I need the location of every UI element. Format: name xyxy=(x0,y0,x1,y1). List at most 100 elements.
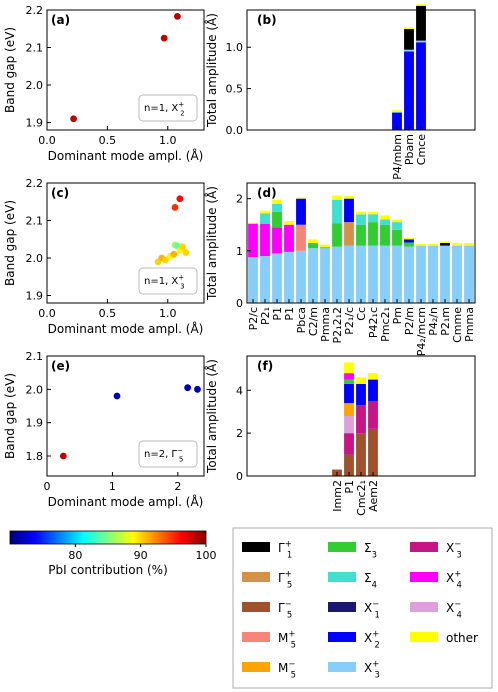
bar-axes xyxy=(246,355,476,477)
bar-segment xyxy=(248,222,258,224)
bar-segment xyxy=(392,112,402,130)
y-tick-label: 2 xyxy=(236,193,243,206)
bar-segment xyxy=(296,250,306,303)
bar-segment xyxy=(344,416,354,434)
scatter-axes xyxy=(46,182,205,304)
x-tick-label: P2/m xyxy=(403,307,416,335)
scatter-point xyxy=(176,195,184,203)
bar-segment xyxy=(308,239,318,243)
x-tick-label: Cmc2₁ xyxy=(355,480,368,516)
legend-swatch xyxy=(242,542,270,552)
bar-segment xyxy=(308,248,318,303)
bar-axes xyxy=(246,182,476,304)
bar-segment xyxy=(332,223,342,247)
x-tick-label: 0.5 xyxy=(99,307,117,320)
y-tick-label: 2.0 xyxy=(26,252,44,265)
bar-segment xyxy=(416,245,426,303)
colorbar-tick-label: 90 xyxy=(134,549,148,562)
bar-segment xyxy=(416,40,426,43)
bar-segment xyxy=(356,211,366,215)
bar-segment xyxy=(368,401,378,429)
bar-segment xyxy=(344,379,354,384)
x-axis-label: Dominant mode ampl. (Å) xyxy=(48,148,204,163)
legend-label: X+ 2 xyxy=(364,629,380,650)
y-axis-label: Total amplitude (Å) xyxy=(204,186,219,301)
bar-segment xyxy=(344,433,354,455)
x-tick-label: 1.0 xyxy=(159,134,177,147)
x-tick-label: 0.5 xyxy=(99,134,117,147)
y-tick-label: 1.9 xyxy=(26,417,44,430)
x-axis-label: Dominant mode ampl. (Å) xyxy=(48,494,204,509)
scatter-point xyxy=(160,34,168,42)
x-tick-label: P2₁/c xyxy=(343,307,356,335)
x-tick-label: Pmma xyxy=(319,307,332,342)
x-tick-label: P1 xyxy=(283,307,296,321)
bar-segment xyxy=(356,224,366,246)
y-tick-label: 2.2 xyxy=(26,177,44,190)
bar-segment xyxy=(416,5,426,41)
colorbar-label: PbI contribution (%) xyxy=(48,563,168,577)
y-axis-label: Total amplitude (Å) xyxy=(204,13,219,128)
legend-box xyxy=(232,527,493,689)
panel-label: (c) xyxy=(51,186,69,200)
bar-segment xyxy=(392,111,402,113)
legend-label: Σ3 xyxy=(364,541,377,559)
bar-segment xyxy=(320,248,330,303)
panel-label: (a) xyxy=(51,13,70,27)
bar-segment xyxy=(428,244,438,246)
x-axis-label: Dominant mode ampl. (Å) xyxy=(48,321,204,336)
y-axis-label: Band gap (eV) xyxy=(3,200,17,286)
scatter-panel: 0.0 0.5 1.0 1.9 2.0 2.1 2.2 Dominant mode ampl.… xyxy=(3,4,203,163)
legend-label: other xyxy=(446,631,478,645)
colorbar-tick-label: 80 xyxy=(68,549,82,562)
x-tick-label: P1 xyxy=(271,307,284,321)
x-tick-label: Aem2 xyxy=(367,480,380,512)
bar-segment xyxy=(404,29,414,50)
bar-segment xyxy=(248,223,258,258)
y-tick-label: 2.0 xyxy=(26,383,44,396)
annotation-box xyxy=(138,94,198,122)
bar-segment xyxy=(452,245,462,303)
bar-segment xyxy=(392,219,402,223)
bar-segment xyxy=(392,229,402,246)
legend-label: Γ+ 1 xyxy=(278,539,292,560)
legend-label: Γ+ 5 xyxy=(278,569,292,590)
bar-segment xyxy=(392,245,402,303)
scatter-point xyxy=(70,115,77,123)
bar-segment xyxy=(464,245,474,303)
scatter-point xyxy=(170,250,178,258)
annotation-text: n=1, X+ 2 xyxy=(144,101,185,118)
bar-segment xyxy=(404,242,414,247)
scatter-point xyxy=(182,248,190,256)
scatter-point xyxy=(113,392,121,400)
y-tick-label: 0.5 xyxy=(226,83,244,96)
bar-segment xyxy=(344,222,354,246)
bar-segment xyxy=(344,383,354,404)
bar-segment xyxy=(272,211,282,228)
legend-label: X− 4 xyxy=(446,599,462,620)
y-tick-label: 2.1 xyxy=(26,215,44,228)
y-tick-label: 2.1 xyxy=(26,42,44,55)
x-tick-label: 1 xyxy=(109,480,116,493)
bar-segment xyxy=(356,383,366,406)
bar-segment xyxy=(404,51,414,130)
scatter-point xyxy=(59,452,67,460)
colorbar-gradient xyxy=(9,530,207,545)
bar-axes xyxy=(246,9,476,131)
y-axis-label: Band gap (eV) xyxy=(3,27,17,113)
bar-segment xyxy=(308,243,318,249)
legend-swatch xyxy=(328,662,356,672)
bar-panel: P4/mbm Pbam Cmce 0.0 0.5 1.0 Total amplitude (… xyxy=(204,4,428,180)
legend-label: X+ 4 xyxy=(446,569,462,590)
bar-segment xyxy=(368,211,378,215)
panel-label: (f) xyxy=(257,359,273,373)
x-tick-label: C2/m xyxy=(307,307,320,336)
bar-segment xyxy=(320,244,330,248)
legend-label: X− 3 xyxy=(446,539,462,560)
y-tick-label: 1.8 xyxy=(26,450,44,463)
legend-swatch xyxy=(242,632,270,642)
annotation-text: n=2, Γ− 5 xyxy=(144,447,183,464)
bar-segment xyxy=(296,198,306,225)
bar-segment xyxy=(368,373,378,380)
